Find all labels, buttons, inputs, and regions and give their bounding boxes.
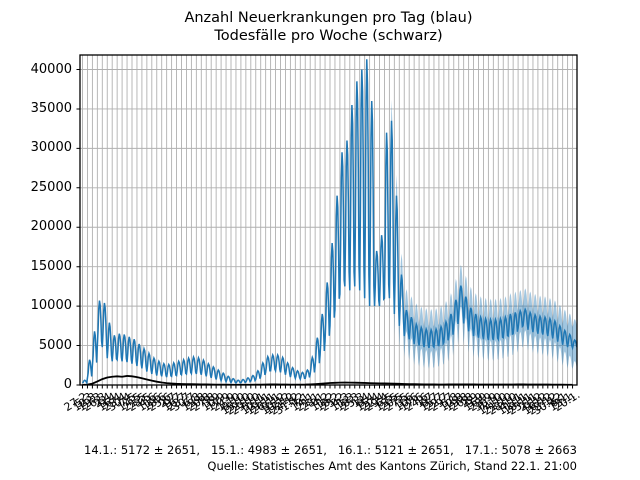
uncertainty-band [389, 99, 577, 369]
chart-title-line2: Todesfälle pro Woche (schwarz) [214, 27, 443, 44]
estimates-annotation: 14.1.: 5172 ± 2651, 15.1.: 4983 ± 2651, … [84, 443, 577, 457]
cases-line [81, 59, 577, 385]
y-tick-label: 10000 [30, 298, 72, 314]
y-tick-marks [76, 69, 80, 386]
deaths-line [82, 375, 573, 385]
chart-title: Anzahl Neuerkrankungen pro Tag (blau) To… [80, 10, 577, 45]
y-tick-label: 0 [63, 377, 72, 392]
y-tick-label: 25000 [30, 179, 72, 195]
x-tick-marks [82, 385, 574, 389]
y-tick-label: 35000 [30, 100, 72, 116]
y-tick-label: 40000 [30, 61, 72, 77]
y-tick-label: 5000 [38, 337, 72, 353]
y-tick-label: 30000 [30, 140, 72, 156]
axes-frame [79, 54, 578, 386]
y-tick-label: 15000 [30, 258, 72, 274]
source-annotation: Quelle: Statistisches Amt des Kantons Zü… [207, 459, 577, 473]
y-tick-label: 20000 [30, 219, 72, 235]
chart-title-line1: Anzahl Neuerkrankungen pro Tag (blau) [184, 10, 473, 26]
